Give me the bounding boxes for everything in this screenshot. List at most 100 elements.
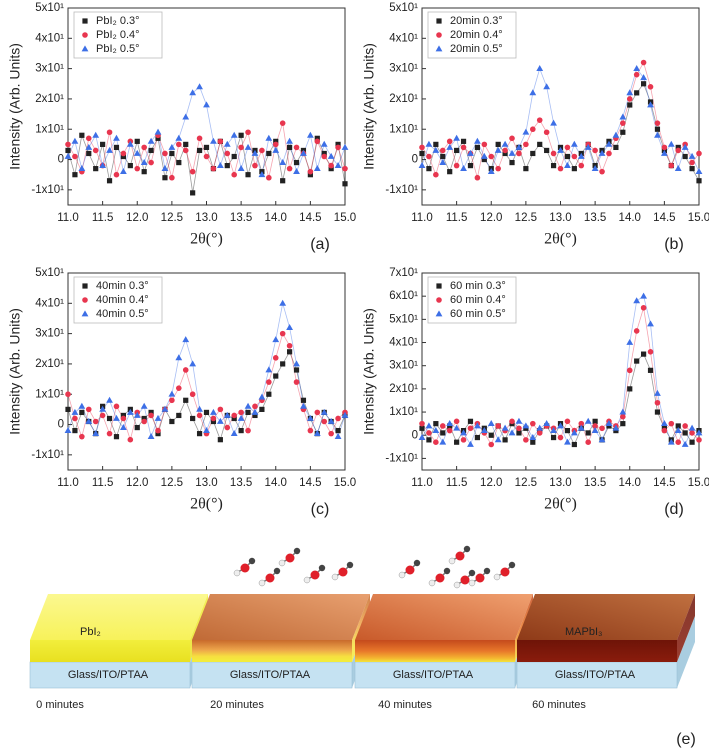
- data-point: [474, 174, 481, 181]
- data-point: [307, 168, 314, 175]
- x-axis-label: 2θ(°): [190, 231, 223, 248]
- data-point: [661, 144, 668, 151]
- data-point: [516, 430, 522, 436]
- data-point: [230, 430, 238, 437]
- y-axis-label: Intensity (Arb. Units): [361, 43, 377, 170]
- data-point: [210, 415, 217, 422]
- x-axis-label: 2θ(°): [544, 496, 577, 513]
- data-point: [148, 147, 154, 154]
- data-point: [231, 412, 237, 419]
- data-point: [169, 150, 175, 157]
- x-tick-label: 11.0: [57, 212, 79, 224]
- data-point: [238, 132, 244, 138]
- y-tick-label: 4x10¹: [389, 32, 418, 44]
- data-point: [306, 414, 314, 421]
- data-point: [106, 396, 113, 403]
- data-point: [654, 131, 661, 138]
- data-point: [474, 434, 480, 441]
- data-point: [176, 141, 182, 148]
- x-tick-label: 15.0: [334, 477, 356, 489]
- data-point: [272, 141, 279, 148]
- data-point: [134, 138, 140, 144]
- data-point: [334, 433, 342, 440]
- data-point: [245, 409, 251, 416]
- data-point: [640, 292, 647, 299]
- data-point: [481, 156, 487, 163]
- data-point: [550, 163, 557, 169]
- data-point: [550, 427, 557, 433]
- data-point: [327, 152, 335, 159]
- data-point: [647, 320, 654, 327]
- data-point: [286, 342, 293, 349]
- data-point: [335, 144, 341, 151]
- data-point: [640, 59, 647, 66]
- data-point: [606, 150, 612, 157]
- data-point: [446, 427, 453, 434]
- base-label: Glass/ITO/PTAA: [393, 669, 474, 681]
- data-point: [634, 358, 640, 364]
- data-point: [620, 120, 626, 126]
- atom: [500, 567, 510, 577]
- data-point: [92, 131, 100, 138]
- data-point: [515, 143, 523, 150]
- data-point: [245, 427, 251, 434]
- data-point: [557, 434, 564, 441]
- water-molecule: [233, 557, 256, 577]
- data-point: [273, 373, 279, 379]
- data-point: [321, 153, 328, 160]
- data-point: [65, 147, 71, 154]
- data-point: [231, 171, 237, 178]
- data-point: [106, 178, 113, 184]
- data-point: [626, 96, 633, 102]
- y-tick-label: 0: [58, 154, 64, 166]
- data-point: [293, 144, 300, 151]
- panel-label: (b): [664, 236, 684, 253]
- data-point: [446, 138, 453, 145]
- data-point: [99, 162, 107, 168]
- data-point: [543, 420, 551, 427]
- data-point: [85, 135, 92, 142]
- data-point: [168, 390, 176, 397]
- data-point: [418, 162, 426, 168]
- atom: [310, 570, 320, 580]
- legend-marker: [81, 45, 89, 52]
- data-point: [626, 89, 634, 96]
- data-point: [515, 417, 523, 424]
- data-point: [432, 427, 440, 433]
- data-point: [509, 418, 515, 425]
- data-point: [203, 144, 210, 151]
- data-point: [78, 402, 86, 409]
- data-point: [141, 144, 147, 151]
- y-tick-label: 2x10¹: [389, 93, 418, 105]
- atom: [508, 561, 516, 569]
- film-top: [30, 594, 208, 640]
- water-molecule: [448, 545, 471, 565]
- data-point: [280, 178, 286, 184]
- x-tick-label: 15.0: [688, 212, 709, 224]
- water-molecule: [398, 559, 421, 579]
- x-tick-label: 11.0: [411, 212, 433, 224]
- data-point: [516, 150, 522, 157]
- data-point: [216, 417, 224, 424]
- data-point: [654, 389, 661, 396]
- data-point: [72, 172, 78, 178]
- data-point: [65, 391, 71, 398]
- data-point: [155, 135, 161, 141]
- x-tick-label: 12.0: [480, 477, 502, 489]
- data-point: [133, 149, 141, 156]
- data-point: [113, 434, 120, 440]
- atom: [493, 573, 501, 581]
- data-point: [453, 418, 460, 425]
- data-point: [120, 168, 127, 175]
- data-point: [182, 367, 189, 373]
- data-point: [224, 163, 230, 169]
- data-point: [85, 417, 93, 424]
- y-tick-label: 5x10¹: [35, 267, 64, 279]
- data-point: [522, 128, 530, 135]
- data-point: [523, 141, 529, 148]
- legend-label: 20min 0.3°: [450, 15, 503, 27]
- data-point: [328, 430, 334, 437]
- legend-marker: [436, 297, 442, 303]
- data-point: [307, 172, 313, 178]
- data-point: [537, 141, 543, 147]
